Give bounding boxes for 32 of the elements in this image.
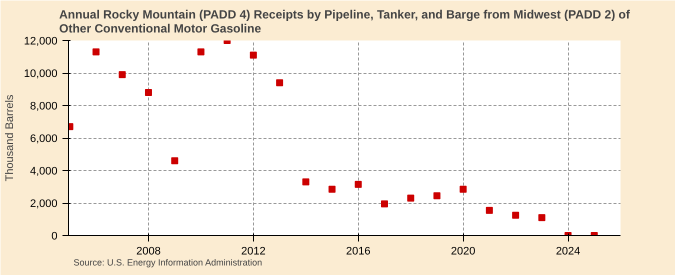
x-tick-label: 2020 xyxy=(450,246,476,258)
y-tick-label: 6,000 xyxy=(30,133,58,145)
y-tick-label: 4,000 xyxy=(30,166,58,178)
point xyxy=(407,194,414,202)
chart-title: Annual Rocky Mountain (PADD 4) Receipts by Pipeline, Tanker, and Barge from Midwest (PADD 2) of Other Conventional Motor Gasoline xyxy=(59,8,631,36)
point xyxy=(144,89,152,96)
point xyxy=(486,206,493,214)
point xyxy=(328,186,336,193)
point xyxy=(512,212,520,219)
point xyxy=(354,180,362,188)
x-tick-label: 2008 xyxy=(136,246,161,258)
point xyxy=(380,200,388,208)
point xyxy=(538,214,546,222)
x-tick-label: 2024 xyxy=(556,246,580,258)
y-axis-title: Thousand Barrels xyxy=(4,94,16,182)
y-tick-label: 12,000 xyxy=(24,36,58,48)
x-tick-label: 2016 xyxy=(346,246,371,258)
y-tick-label: 8,000 xyxy=(30,100,58,112)
y-tick-label: 2,000 xyxy=(30,198,58,210)
point xyxy=(276,79,284,86)
point xyxy=(197,48,204,56)
point xyxy=(460,186,467,193)
point xyxy=(302,178,310,186)
source-note: Source: U.S. Energy Information Administration xyxy=(74,258,262,268)
point xyxy=(433,192,440,200)
point xyxy=(92,48,100,56)
y-tick-label: 10,000 xyxy=(24,68,58,80)
point xyxy=(171,157,178,164)
point xyxy=(118,71,126,78)
x-tick-label: 2012 xyxy=(241,246,266,258)
y-tick-label: 0 xyxy=(51,230,58,242)
point xyxy=(250,52,257,59)
